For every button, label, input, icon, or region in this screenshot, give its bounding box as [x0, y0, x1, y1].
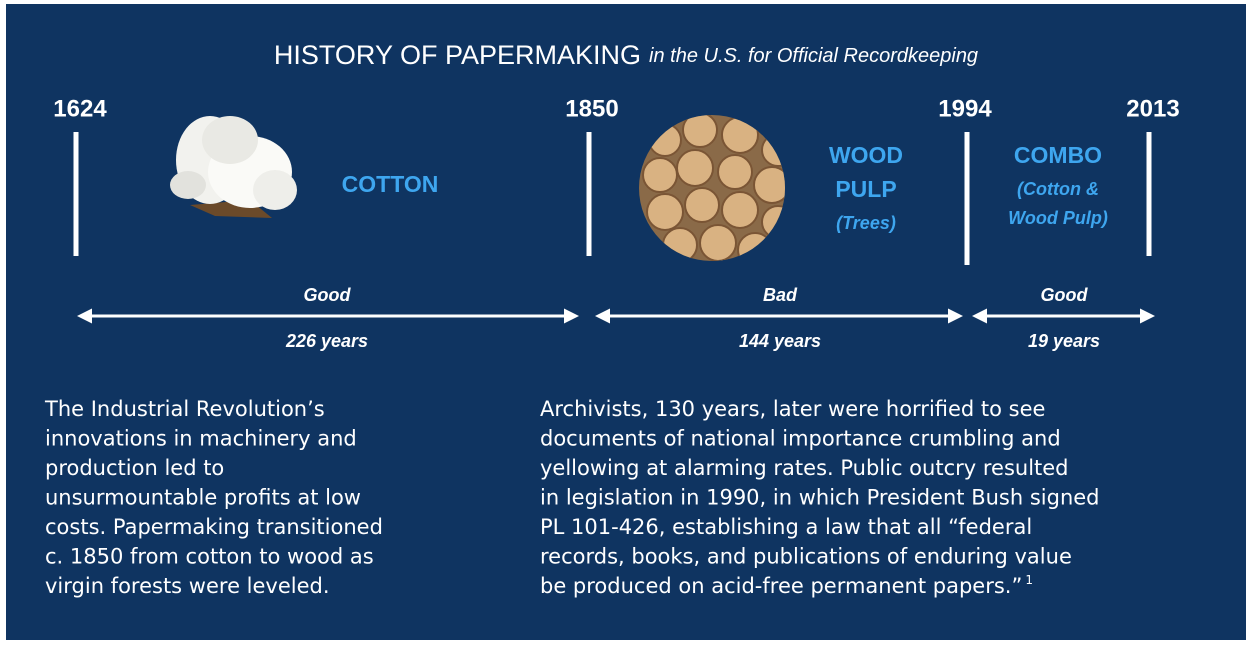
line-text: virgin forests were leveled.: [45, 574, 330, 598]
era-duration: 226 years: [285, 331, 368, 351]
paragraph-line: innovations in machinery and: [45, 427, 357, 451]
era-rating: Good: [1041, 285, 1089, 305]
material-note: (Cotton &: [1017, 179, 1099, 199]
paragraph-line: records, books, and publications of endu…: [540, 545, 1072, 569]
year: 1994: [938, 95, 992, 122]
paragraph-line: production led to: [45, 456, 224, 480]
material: PULP: [835, 176, 896, 202]
material: COTTON: [342, 171, 439, 197]
material-note: Wood Pulp): [1008, 208, 1108, 228]
era-duration: 19 years: [1028, 331, 1100, 351]
page: HISTORY OF PAPERMAKING in the U.S. for Of…: [0, 0, 1252, 657]
infographic: HISTORY OF PAPERMAKING in the U.S. for Of…: [0, 0, 1252, 657]
line-text: production led to: [45, 456, 224, 480]
paragraph-line: in legislation in 1990, in which Preside…: [540, 486, 1100, 510]
line-text: costs. Papermaking transitioned: [45, 515, 383, 539]
paragraphs: The Industrial Revolution’s innovations i…: [44, 397, 1100, 598]
line-text: innovations in machinery and: [45, 427, 357, 451]
line-text: unsurmountable profits at low: [45, 486, 361, 510]
line-text: PL 101-426, establishing a law that all …: [540, 515, 1032, 539]
line-text: records, books, and publications of endu…: [540, 545, 1072, 569]
line-text: be produced on acid-free permanent paper…: [540, 574, 1022, 598]
material: WOOD: [829, 142, 903, 168]
era-duration: 144 years: [739, 331, 821, 351]
title: HISTORY OF PAPERMAKING: [274, 40, 641, 70]
title-line: HISTORY OF PAPERMAKING in the U.S. for Of…: [274, 40, 978, 70]
line-text: documents of national importance crumbli…: [540, 427, 1061, 451]
line-text: The Industrial Revolution’s: [44, 397, 325, 421]
line-text: c. 1850 from cotton to wood as: [45, 545, 374, 569]
subtitle: in the U.S. for Official Recordkeeping: [649, 45, 978, 67]
year: 1850: [565, 95, 618, 122]
year: 1624: [53, 95, 107, 122]
paragraph-line: costs. Papermaking transitioned: [45, 515, 383, 539]
paragraph-line: PL 101-426, establishing a law that all …: [540, 515, 1032, 539]
paragraph-line: documents of national importance crumbli…: [540, 427, 1061, 451]
paragraph-line: c. 1850 from cotton to wood as: [45, 545, 374, 569]
material: COMBO: [1014, 142, 1102, 168]
era-rating: Good: [304, 285, 352, 305]
paragraph-line: be produced on acid-free permanent paper…: [540, 573, 1033, 599]
paragraph-line: Archivists, 130 years, later were horrif…: [540, 397, 1045, 421]
era-rating: Bad: [763, 285, 798, 305]
line-text: Archivists, 130 years, later were horrif…: [540, 397, 1045, 421]
paragraph-line: unsurmountable profits at low: [45, 486, 361, 510]
footnote-mark: 1: [1025, 573, 1033, 587]
paragraph-line: The Industrial Revolution’s: [44, 397, 325, 421]
line-text: in legislation in 1990, in which Preside…: [540, 486, 1100, 510]
year: 2013: [1126, 95, 1179, 122]
line-text: yellowing at alarming rates. Public outc…: [540, 456, 1069, 480]
paragraph-line: virgin forests were leveled.: [45, 574, 330, 598]
paragraph-line: yellowing at alarming rates. Public outc…: [540, 456, 1069, 480]
material-note: (Trees): [836, 213, 896, 233]
